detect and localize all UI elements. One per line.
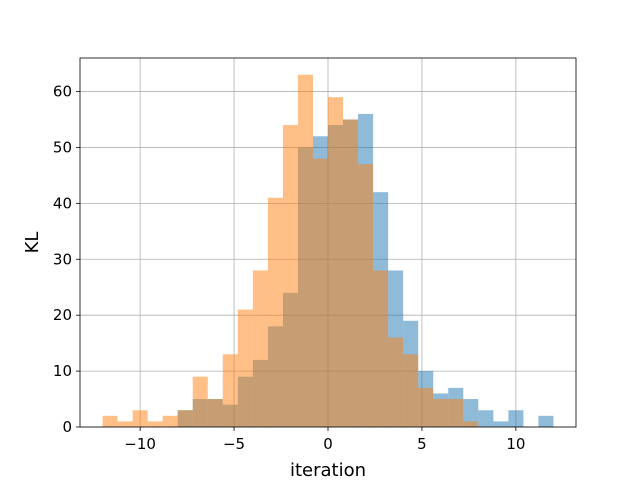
histogram-bar xyxy=(102,415,118,427)
histogram-bar xyxy=(493,421,509,427)
histogram-bar xyxy=(328,97,344,428)
y-axis-label: KL xyxy=(22,232,43,254)
histogram-bar xyxy=(358,164,374,427)
y-tick-label: 60 xyxy=(53,83,72,101)
histogram-bar xyxy=(132,410,148,427)
histogram-bar xyxy=(147,421,163,427)
y-tick-label: 40 xyxy=(53,194,72,212)
histogram-bar xyxy=(388,337,404,427)
histogram-bar xyxy=(282,125,298,427)
histogram-bar xyxy=(538,415,554,427)
histogram-bar xyxy=(162,415,178,427)
histogram-bar xyxy=(237,309,253,427)
histogram-bar xyxy=(343,119,359,427)
histogram-bar xyxy=(373,270,389,427)
histogram-bar xyxy=(312,158,328,428)
y-tick-label: 50 xyxy=(53,138,72,156)
histogram-bar xyxy=(463,399,479,427)
x-tick-label: −10 xyxy=(124,435,156,453)
axis-ticks: −10 −5 0 5 10 0 10 20 30 40 50 60 xyxy=(53,83,526,453)
histogram-bar xyxy=(207,399,223,427)
histogram-bar xyxy=(448,399,464,427)
x-tick-label: 5 xyxy=(417,435,427,453)
histogram-bar xyxy=(403,354,419,427)
y-tick-label: 30 xyxy=(53,250,72,268)
histogram-bar xyxy=(222,354,238,427)
histogram-bar xyxy=(117,421,133,427)
x-tick-label: 0 xyxy=(323,435,333,453)
y-tick-label: 20 xyxy=(53,306,72,324)
histogram-bar xyxy=(252,270,268,427)
histogram-bar xyxy=(297,74,313,427)
histogram-bar xyxy=(418,387,434,427)
x-axis-label: iteration xyxy=(290,460,366,480)
histogram-bar xyxy=(478,410,494,427)
histogram-bar xyxy=(433,399,449,427)
y-tick-label: 10 xyxy=(53,362,72,380)
histogram-bar xyxy=(508,410,524,427)
x-tick-label: −5 xyxy=(223,435,245,453)
histogram-bars xyxy=(102,74,554,428)
histogram-bar xyxy=(192,376,208,427)
x-tick-label: 10 xyxy=(506,435,525,453)
y-tick-label: 0 xyxy=(62,418,72,436)
histogram-bar xyxy=(463,421,479,427)
histogram-bar xyxy=(267,197,283,427)
histogram-bar xyxy=(177,410,193,427)
